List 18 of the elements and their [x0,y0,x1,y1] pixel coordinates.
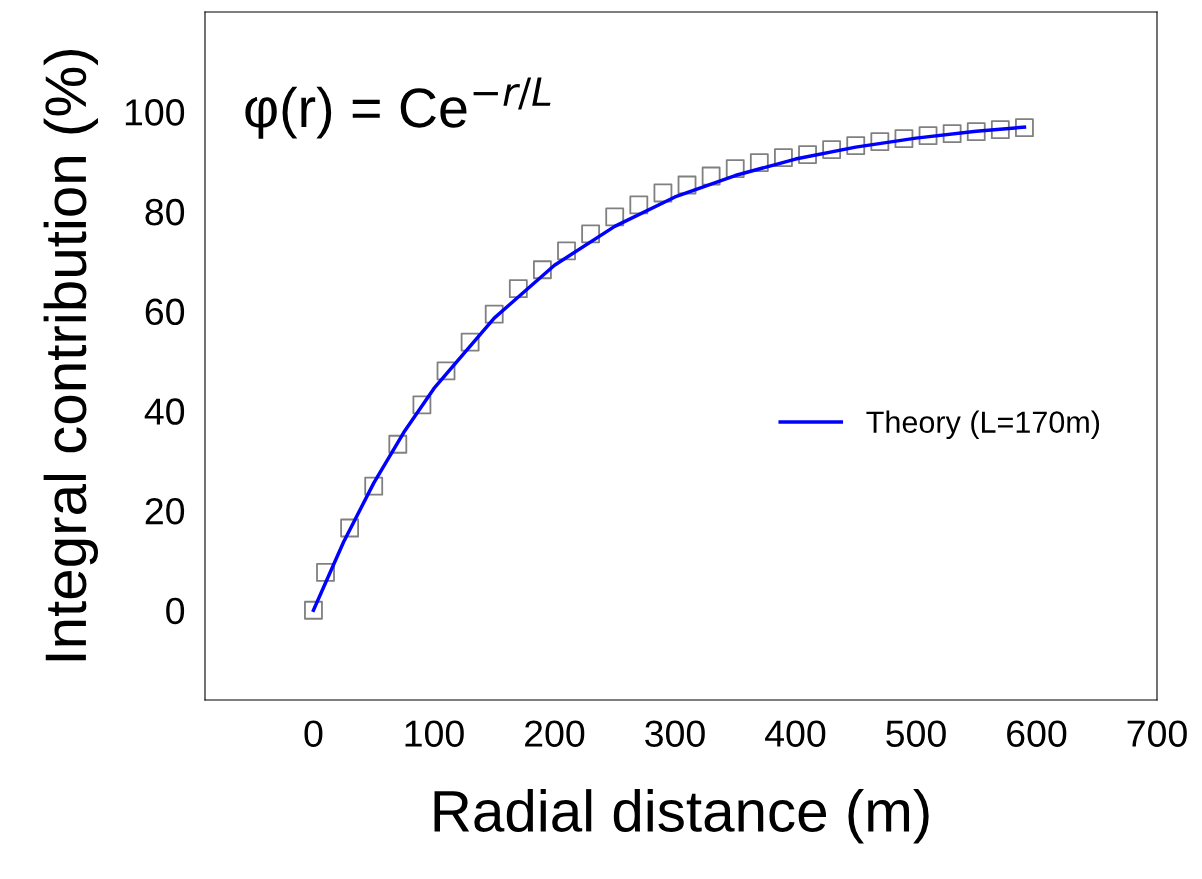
x-tick-label: 400 [765,720,826,747]
x-tick-label: 500 [886,720,946,747]
x-tick-label: 700 [1127,720,1187,747]
y-tick-label: 100 [125,99,185,126]
y-axis-title: Integral contribution (%) [43,49,98,661]
y-tick-label: 40 [144,398,185,425]
y-tick-label: 0 [166,597,185,625]
y-tick-label: 20 [145,497,185,525]
y-tick-label: 80 [145,198,185,226]
x-tick-label: 300 [645,720,705,747]
x-tick-label: 0 [304,720,323,747]
x-tick-label: 600 [1007,720,1067,747]
legend-label: Theory (L=170m) [866,410,1100,440]
y-tick-label: 60 [145,298,185,326]
x-tick-label: 200 [525,720,585,747]
x-tick-label: 100 [405,720,464,747]
x-axis-title: Radial distance (m) [434,789,929,844]
annotation: φ(r) = Ce$^{−r/L}$ [245,77,551,139]
